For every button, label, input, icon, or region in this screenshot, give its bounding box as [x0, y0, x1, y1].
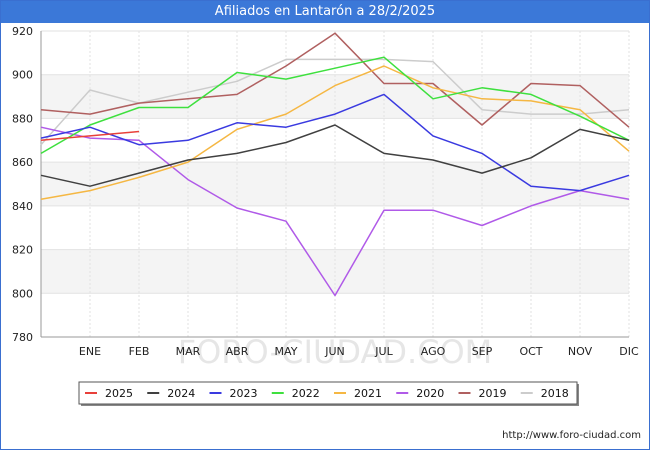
y-tick-label: 800	[12, 287, 33, 300]
source-url[interactable]: http://www.foro-ciudad.com	[502, 430, 641, 441]
x-tick-label: MAR	[176, 345, 201, 358]
watermark-text: FORO-CIUDAD.COM	[178, 333, 493, 371]
legend-label-2024: 2024	[167, 387, 195, 400]
legend-label-2025: 2025	[105, 387, 133, 400]
x-tick-label: ENE	[79, 345, 101, 358]
series-line-2025	[40, 130, 140, 142]
series-line-2019	[40, 32, 630, 128]
series-line-2020	[40, 126, 630, 297]
y-tick-label: 880	[12, 112, 33, 125]
x-tick-label: ABR	[226, 345, 249, 358]
x-tick-label: DIC	[619, 345, 639, 358]
series-line-2022	[40, 56, 630, 155]
legend-label-2019: 2019	[479, 387, 507, 400]
legend-box	[78, 381, 578, 405]
x-tick-label: AGO	[421, 345, 446, 358]
x-tick-label: SEP	[472, 345, 493, 358]
x-tick-label: JUL	[374, 345, 393, 358]
legend-label-2018: 2018	[541, 387, 569, 400]
x-tick-label: OCT	[519, 345, 542, 358]
x-tick-label: FEB	[129, 345, 150, 358]
chart-title: Afiliados en Lantarón a 28/2/2025	[1, 1, 649, 23]
x-tick-label: JUN	[324, 345, 345, 358]
y-tick-label: 780	[12, 331, 33, 344]
x-tick-label: NOV	[568, 345, 593, 358]
series-line-2021	[40, 65, 630, 201]
y-tick-label: 920	[12, 25, 33, 38]
series-line-2023	[40, 93, 630, 192]
legend-label-2020: 2020	[416, 387, 444, 400]
legend-label-2021: 2021	[354, 387, 382, 400]
legend-label-2023: 2023	[230, 387, 258, 400]
y-tick-label: 900	[12, 69, 33, 82]
y-tick-label: 840	[12, 200, 33, 213]
x-tick-label: MAY	[275, 345, 298, 358]
y-tick-label: 820	[12, 244, 33, 257]
legend-label-2022: 2022	[292, 387, 320, 400]
series-line-2024	[40, 124, 630, 187]
y-tick-label: 860	[12, 156, 33, 169]
